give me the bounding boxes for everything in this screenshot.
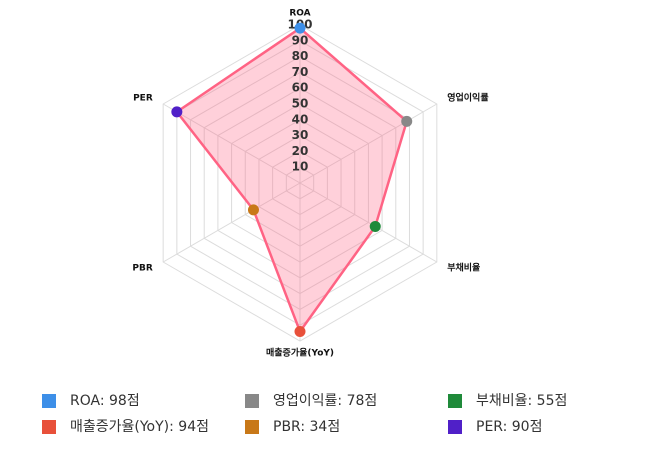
point bbox=[171, 106, 183, 118]
point bbox=[247, 204, 259, 216]
legend-swatch bbox=[448, 420, 462, 434]
spoke bbox=[299, 182, 438, 263]
axis-label: PBR bbox=[132, 264, 152, 274]
spoke bbox=[299, 103, 438, 184]
spoke bbox=[162, 182, 301, 263]
r-tick-label: 30 bbox=[292, 128, 309, 142]
axis-label: PER bbox=[133, 94, 153, 104]
r-tick-label: 50 bbox=[292, 97, 309, 111]
point bbox=[369, 220, 381, 232]
axis-label: 부채비율 bbox=[447, 262, 480, 274]
r-tick-label: 80 bbox=[292, 49, 309, 63]
spoke bbox=[162, 103, 301, 184]
r-tick-label: 60 bbox=[292, 81, 309, 95]
legend-swatch bbox=[245, 394, 259, 408]
r-tick-label: 90 bbox=[292, 33, 309, 47]
legend-swatch bbox=[42, 394, 56, 408]
r-tick-label: 10 bbox=[292, 160, 309, 174]
r-tick-label: 40 bbox=[292, 112, 309, 126]
axis-label: 매출증가율(YoY) bbox=[266, 347, 334, 359]
r-tick-label: 20 bbox=[292, 144, 309, 158]
point bbox=[294, 326, 306, 338]
point bbox=[294, 22, 306, 34]
point bbox=[401, 115, 413, 127]
legend-label: 매출증가율(YoY): 94점 bbox=[70, 419, 209, 435]
legend-label: PER: 90점 bbox=[476, 419, 542, 435]
legend-swatch bbox=[42, 420, 56, 434]
r-tick-label: 70 bbox=[292, 65, 309, 79]
legend-label: PBR: 34점 bbox=[273, 419, 340, 435]
axis-label: 영업이익률 bbox=[447, 92, 488, 104]
legend-swatch bbox=[245, 420, 259, 434]
legend-label: ROA: 98점 bbox=[70, 393, 140, 409]
legend-label: 영업이익률: 78점 bbox=[273, 393, 377, 409]
legend-swatch bbox=[448, 394, 462, 408]
legend-label: 부채비율: 55점 bbox=[476, 393, 567, 409]
axis-label: ROA bbox=[289, 9, 310, 19]
